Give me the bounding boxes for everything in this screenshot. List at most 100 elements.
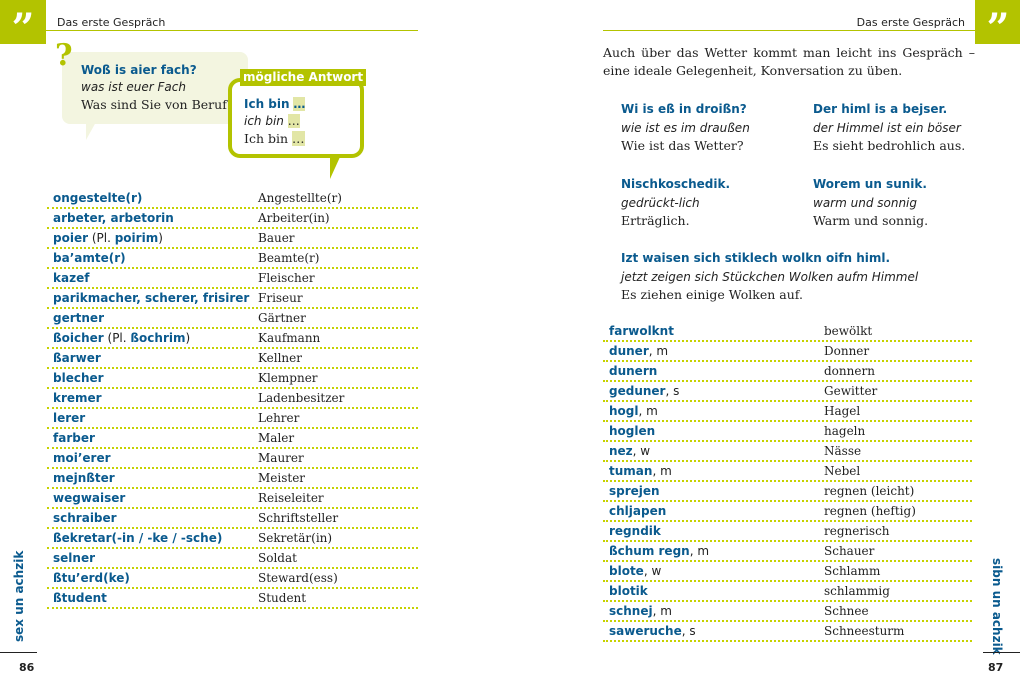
term: ongestelte(r) (53, 189, 142, 207)
translation: Angestellte(r) (258, 191, 342, 205)
term-note: , m (652, 604, 672, 618)
term-word: schraiber (53, 511, 117, 525)
term: schraiber (53, 509, 117, 527)
translation: Schlamm (824, 564, 881, 578)
term: blotik (609, 582, 648, 600)
side-label-left: sex un achzik (12, 550, 26, 642)
table-row: parikmacher, scherer, frisirer Friseur (47, 289, 418, 309)
table-row: mejnßter Meister (47, 469, 418, 489)
term-word: hogl (609, 404, 639, 418)
translation: Nässe (824, 444, 862, 458)
table-row: saweruche, s Schneesturm (603, 622, 972, 642)
table-row: schnej, m Schnee (603, 602, 972, 622)
term: selner (53, 549, 95, 567)
term: farber (53, 429, 95, 447)
page-rule (0, 652, 37, 653)
term: ßoicher (Pl. ßochrim) (53, 329, 190, 347)
term-note: , s (665, 384, 680, 398)
term: parikmacher, scherer, frisirer (53, 289, 249, 307)
term-word: lerer (53, 411, 86, 425)
term-word: ßchum regn (609, 544, 690, 558)
side-label-right: sibn un achzik (990, 558, 1004, 655)
term-note: (Pl. (88, 231, 115, 245)
term-note: , w (643, 564, 662, 578)
term: tuman, m (609, 462, 672, 480)
translation: Steward(ess) (258, 571, 338, 585)
term-note: ) (158, 231, 163, 245)
translation: Beamte(r) (258, 251, 320, 265)
term: duner, m (609, 342, 668, 360)
term: regndik (609, 522, 661, 540)
blank: … (293, 97, 306, 111)
term: ßchum regn, m (609, 542, 709, 560)
term: ßekretar(-in / -ke / -sche) (53, 529, 222, 547)
phrase-german: Erträglich. (621, 213, 690, 228)
term-word: ongestelte(r) (53, 191, 143, 205)
term-note: , m (648, 344, 669, 358)
page-number-right: 87 (988, 661, 1004, 674)
term: sprejen (609, 482, 660, 500)
phrase-literal: der Himmel ist ein böser (813, 120, 961, 135)
term-note: , m (689, 544, 710, 558)
term: hogl, m (609, 402, 658, 420)
phrase: Izt waisen sich stiklech wolkn oifn himl… (621, 249, 918, 305)
table-row: arbeter, arbetorin Arbeiter(in) (47, 209, 418, 229)
term-note: (Pl. (103, 331, 131, 345)
term-word: arbeter, arbetorin (53, 211, 174, 225)
phrase-literal: wie ist es im draußen (621, 120, 750, 135)
phrase-german: Es ziehen einige Wolken auf. (621, 287, 803, 302)
translation: Schnee (824, 604, 869, 618)
term-note: , s (681, 624, 696, 638)
table-row: regndik regnerisch (603, 522, 972, 542)
term: blote, w (609, 562, 661, 580)
translation: Friseur (258, 291, 303, 305)
translation: regnen (heftig) (824, 504, 916, 518)
translation: regnerisch (824, 524, 890, 538)
translation: Donner (824, 344, 870, 358)
table-row: ßtudent Student (47, 589, 418, 609)
term: blecher (53, 369, 104, 387)
term: ßarwer (53, 349, 101, 367)
term-word: gertner (53, 311, 104, 325)
translation: Fleischer (258, 271, 315, 285)
term-word: wegwaiser (53, 491, 126, 505)
phrase: Nischkoschedik. gedrückt-lich Erträglich. (621, 175, 730, 231)
table-row: ßarwer Kellner (47, 349, 418, 369)
intro-text: Auch über das Wetter kommt man leicht in… (603, 45, 975, 78)
term-word: tuman (609, 464, 653, 478)
term-word: blecher (53, 371, 104, 385)
table-row: ßtu’erd(ke) Steward(ess) (47, 569, 418, 589)
translation: hageln (824, 424, 866, 438)
term-word: nez (609, 444, 633, 458)
term-word: schnej (609, 604, 653, 618)
term: saweruche, s (609, 622, 696, 640)
term-word: dunern (609, 364, 658, 378)
phrase-dialect: Worem un sunik. (813, 177, 927, 191)
table-row: blecher Klempner (47, 369, 418, 389)
phrase-dialect: Der himl is a bejser. (813, 102, 948, 116)
phrase: Der himl is a bejser. der Himmel ist ein … (813, 100, 965, 156)
term-word: poier (53, 231, 89, 245)
phrase-literal: warm und sonnig (813, 195, 918, 210)
phrase-dialect: Izt waisen sich stiklech wolkn oifn himl… (621, 251, 891, 265)
table-row: tuman, m Nebel (603, 462, 972, 482)
table-row: nez, w Nässe (603, 442, 972, 462)
table-row: ßoicher (Pl. ßochrim) Kaufmann (47, 329, 418, 349)
translation: Kellner (258, 351, 302, 365)
term-word: geduner (609, 384, 666, 398)
translation: Gärtner (258, 311, 306, 325)
translation: Schriftsteller (258, 511, 339, 525)
term-word: ßochrim (130, 331, 186, 345)
table-row: hogl, m Hagel (603, 402, 972, 422)
translation: Schauer (824, 544, 875, 558)
translation: Soldat (258, 551, 297, 565)
term-note: ) (185, 331, 191, 345)
term: wegwaiser (53, 489, 125, 507)
translation: Meister (258, 471, 306, 485)
term-word: duner (609, 344, 649, 358)
question-bubble (62, 52, 248, 124)
phrase-dialect: Wi is eß in droißn? (621, 102, 747, 116)
term-word: farwolknt (609, 324, 674, 338)
table-row: schraiber Schriftsteller (47, 509, 418, 529)
table-row: chljapen regnen (heftig) (603, 502, 972, 522)
